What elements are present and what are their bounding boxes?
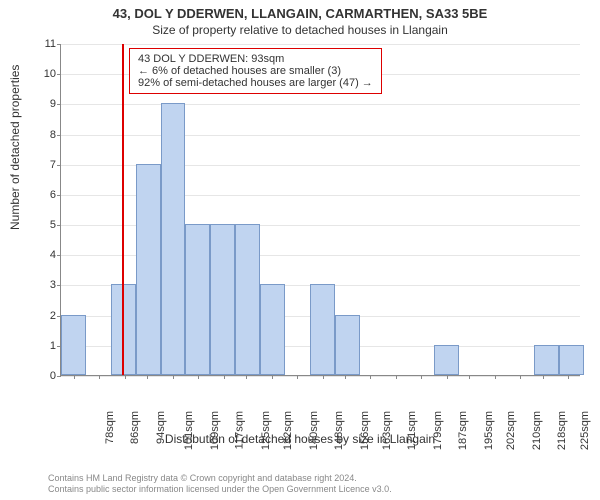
xtick-mark — [147, 375, 148, 379]
bar — [185, 224, 210, 375]
xtick-mark — [469, 375, 470, 379]
xtick-mark — [297, 375, 298, 379]
ytick-mark — [57, 74, 61, 75]
bar — [559, 345, 584, 375]
ytick-mark — [57, 376, 61, 377]
bar — [260, 284, 285, 375]
ytick-mark — [57, 165, 61, 166]
y-axis-label: Number of detached properties — [8, 65, 22, 230]
ytick-label: 6 — [26, 189, 56, 201]
footer-credits: Contains HM Land Registry data © Crown c… — [48, 473, 392, 496]
bar — [61, 315, 86, 375]
ytick-label: 11 — [26, 38, 56, 50]
xtick-mark — [568, 375, 569, 379]
xtick-mark — [246, 375, 247, 379]
plot-area: 0123456789101178sqm86sqm94sqm101sqm109sq… — [60, 44, 580, 376]
annotation-box: 43 DOL Y DDERWEN: 93sqm← 6% of detached … — [129, 48, 382, 94]
bar — [210, 224, 235, 375]
annotation-line: 43 DOL Y DDERWEN: 93sqm — [138, 53, 373, 65]
xtick-mark — [396, 375, 397, 379]
ytick-label: 9 — [26, 98, 56, 110]
ytick-label: 2 — [26, 310, 56, 322]
xtick-mark — [543, 375, 544, 379]
gridline — [61, 44, 580, 45]
ytick-label: 1 — [26, 340, 56, 352]
xtick-mark — [125, 375, 126, 379]
annotation-line: ← 6% of detached houses are smaller (3) — [138, 65, 373, 77]
xtick-mark — [173, 375, 174, 379]
bar — [310, 284, 335, 375]
xtick-mark — [74, 375, 75, 379]
ytick-mark — [57, 285, 61, 286]
ytick-mark — [57, 195, 61, 196]
bar — [434, 345, 459, 375]
page-subtitle: Size of property relative to detached ho… — [0, 21, 600, 37]
ytick-label: 7 — [26, 159, 56, 171]
ytick-mark — [57, 255, 61, 256]
xtick-mark — [495, 375, 496, 379]
ytick-label: 0 — [26, 370, 56, 382]
ytick-mark — [57, 225, 61, 226]
ytick-label: 4 — [26, 249, 56, 261]
reference-line — [122, 44, 124, 375]
xtick-mark — [198, 375, 199, 379]
gridline — [61, 135, 580, 136]
xtick-mark — [370, 375, 371, 379]
ytick-label: 3 — [26, 279, 56, 291]
ytick-label: 10 — [26, 68, 56, 80]
page-title: 43, DOL Y DDERWEN, LLANGAIN, CARMARTHEN,… — [0, 0, 600, 21]
xtick-mark — [520, 375, 521, 379]
bar — [235, 224, 260, 375]
ytick-mark — [57, 104, 61, 105]
bar — [161, 103, 186, 375]
bar — [534, 345, 559, 375]
xtick-mark — [272, 375, 273, 379]
xtick-mark — [224, 375, 225, 379]
ytick-label: 5 — [26, 219, 56, 231]
xtick-mark — [447, 375, 448, 379]
annotation-line: 92% of semi-detached houses are larger (… — [138, 77, 373, 89]
xtick-mark — [323, 375, 324, 379]
footer-line-1: Contains HM Land Registry data © Crown c… — [48, 473, 392, 485]
ytick-mark — [57, 135, 61, 136]
ytick-label: 8 — [26, 129, 56, 141]
chart-container: 0123456789101178sqm86sqm94sqm101sqm109sq… — [48, 44, 584, 424]
gridline — [61, 376, 580, 377]
xtick-mark — [345, 375, 346, 379]
footer-line-2: Contains public sector information licen… — [48, 484, 392, 496]
bar — [136, 164, 161, 375]
ytick-mark — [57, 44, 61, 45]
xtick-mark — [421, 375, 422, 379]
x-axis-label: Distribution of detached houses by size … — [0, 432, 600, 446]
gridline — [61, 104, 580, 105]
xtick-mark — [99, 375, 100, 379]
bar — [335, 315, 360, 375]
